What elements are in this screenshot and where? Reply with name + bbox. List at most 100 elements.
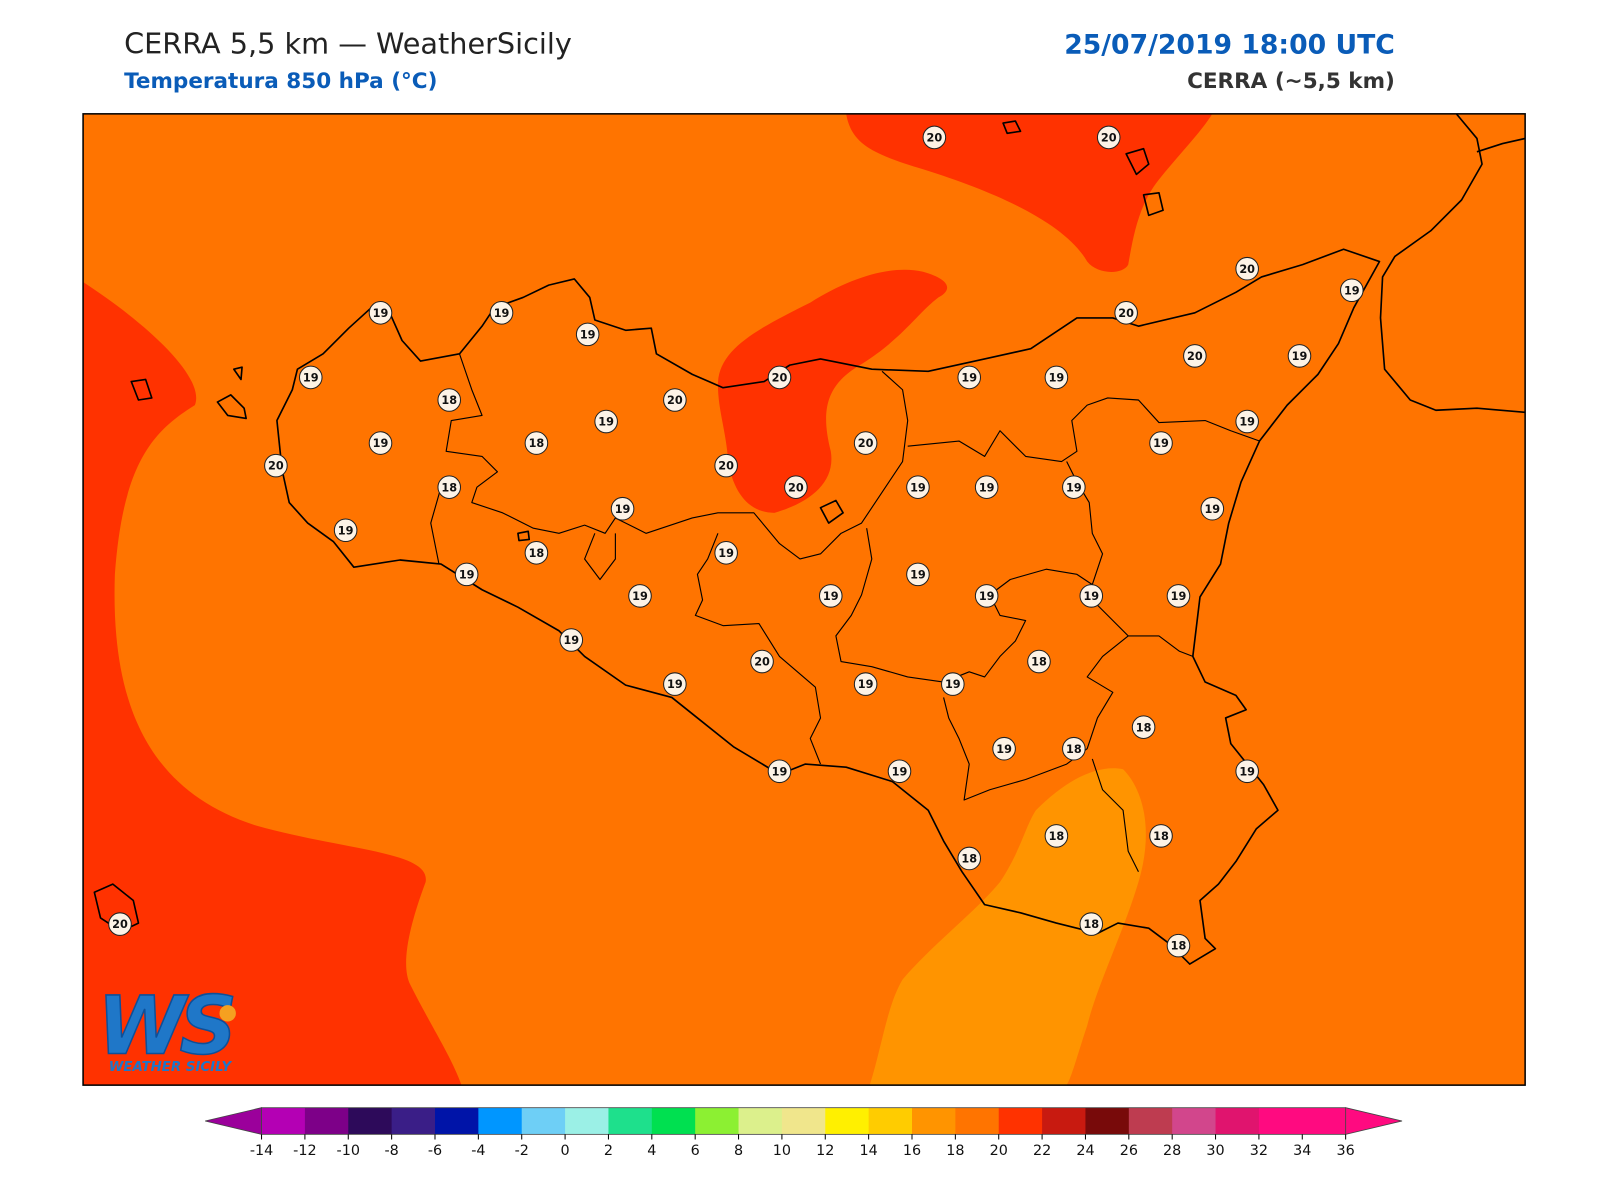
- station-value: 18: [1171, 940, 1187, 953]
- station-value: 19: [632, 590, 648, 603]
- station-value: 20: [754, 656, 770, 669]
- station-marker: [437, 475, 462, 499]
- station-value: 19: [667, 678, 683, 691]
- colorbar-under: [205, 1107, 262, 1135]
- station-marker: [974, 584, 999, 608]
- colorbar-tick-label: -4: [471, 1143, 485, 1159]
- station-marker: [767, 365, 792, 390]
- station-value: 19: [1239, 416, 1255, 429]
- station-value: 20: [858, 437, 874, 450]
- colorbar-tick-label: 6: [691, 1143, 700, 1159]
- station-value: 19: [1239, 765, 1255, 778]
- station-marker: [264, 453, 288, 478]
- station-marker: [1079, 584, 1104, 608]
- station-marker: [1183, 344, 1207, 368]
- station-value: 19: [1344, 284, 1360, 297]
- station-value: 19: [303, 372, 319, 385]
- colorbar-tick-label: 30: [1206, 1143, 1224, 1159]
- station-value: 19: [1153, 437, 1169, 450]
- station-marker: [1062, 475, 1086, 499]
- colorbar-segment: [348, 1107, 393, 1135]
- station-value: 20: [772, 372, 788, 385]
- station-marker: [559, 628, 584, 652]
- station-value: 19: [996, 743, 1012, 756]
- station-marker: [1339, 278, 1364, 303]
- colorbar-segment: [825, 1107, 870, 1135]
- warm-zone: [83, 282, 462, 1086]
- cool-zone: [869, 768, 1146, 1086]
- station-marker: [1114, 301, 1138, 325]
- warm-zone: [846, 113, 1213, 272]
- station-value: 20: [1187, 350, 1203, 363]
- colorbar-tick-label: 22: [1033, 1143, 1051, 1159]
- station-marker: [298, 365, 323, 390]
- datetime: 25/07/2019 18:00 UTC: [1064, 29, 1395, 60]
- colorbar-tick-label: 12: [816, 1143, 834, 1159]
- colorbar-segment: [478, 1107, 523, 1135]
- station-value: 20: [718, 460, 734, 473]
- station-marker: [906, 475, 930, 499]
- station-value: 19: [373, 307, 389, 320]
- station-marker: [887, 759, 912, 784]
- station-value: 20: [1239, 263, 1255, 276]
- station-value: 18: [1083, 918, 1099, 931]
- station-marker: [524, 541, 549, 565]
- logo-mark: WS: [97, 979, 233, 1072]
- station-value: 19: [598, 416, 614, 429]
- province-border: [943, 635, 1129, 801]
- station-marker: [1166, 933, 1191, 958]
- province-border: [1091, 758, 1139, 873]
- station-marker: [333, 518, 358, 543]
- station-value: 20: [268, 460, 284, 473]
- colorbar-tick-label: -6: [428, 1143, 442, 1159]
- station-value: 20: [112, 918, 128, 931]
- station-marker: [714, 453, 738, 478]
- station-marker: [1027, 649, 1051, 674]
- station-value: 19: [580, 328, 596, 341]
- colorbar-segment: [1258, 1107, 1303, 1135]
- station-marker: [957, 846, 982, 871]
- station-marker: [437, 388, 462, 412]
- station-marker: [108, 912, 132, 936]
- province-border: [1086, 594, 1194, 657]
- station-value: 20: [1118, 307, 1134, 320]
- colorbar-segment: [261, 1107, 306, 1135]
- station-value: 19: [979, 590, 995, 603]
- station-value: 19: [338, 524, 354, 537]
- station-value: 19: [494, 307, 510, 320]
- station-marker: [906, 562, 930, 587]
- station-value: 18: [1136, 721, 1152, 734]
- station-value: 19: [910, 568, 926, 581]
- station-marker: [489, 301, 514, 325]
- colorbar-tick-label: 26: [1120, 1143, 1138, 1159]
- title: CERRA 5,5 km — WeatherSicily: [124, 26, 572, 60]
- colorbar-tick-label: 8: [734, 1143, 743, 1159]
- map-frame: [82, 113, 1526, 1086]
- station-value: 20: [927, 132, 943, 145]
- station-value: 18: [441, 394, 457, 407]
- province-border: [584, 533, 616, 581]
- station-marker: [1235, 256, 1259, 281]
- station-marker: [818, 584, 843, 608]
- station-marker: [1131, 715, 1156, 739]
- colorbar-tick-label: 4: [647, 1143, 656, 1159]
- station-marker: [853, 431, 878, 455]
- station-marker: [663, 672, 687, 696]
- stations: 20 20 20 19 19 19 19 20 19 20 19 19 20 19 18 20 19 19 19 18…: [108, 125, 1364, 958]
- station-marker: [575, 322, 600, 347]
- colorbar-tick-label: 36: [1337, 1143, 1355, 1159]
- station-marker: [368, 431, 393, 455]
- station-value: 19: [1083, 590, 1099, 603]
- colorbar-segment: [1215, 1107, 1260, 1135]
- colorbar-tick-label: -10: [337, 1143, 360, 1159]
- station-value: 18: [1066, 743, 1082, 756]
- station-value: 19: [945, 678, 961, 691]
- logo-name: WEATHER SICILY: [109, 1060, 233, 1075]
- colorbar-segment: [912, 1107, 956, 1135]
- colorbar-segment: [1172, 1107, 1217, 1135]
- coastline: [93, 366, 247, 933]
- colorbar-segment: [781, 1107, 826, 1135]
- colorbar-tick-label: 10: [773, 1143, 791, 1159]
